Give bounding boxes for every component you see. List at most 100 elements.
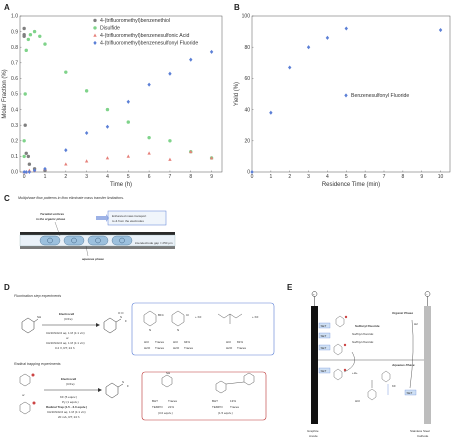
condition-2b: Py (1 equiv.) — [62, 400, 79, 404]
chart-a-ytick-label: 0.9 — [11, 29, 18, 35]
chart-a-point — [22, 154, 26, 159]
trap-bht-1: BHT — [152, 399, 158, 403]
chart-b-point — [344, 26, 348, 31]
chart-a-ytick-label: 0.2 — [11, 139, 18, 145]
chart-b-legend-marker — [344, 93, 348, 98]
anode-terminal-icon — [311, 291, 318, 297]
chart-b-point — [325, 35, 330, 40]
trap-tempo-1: TEMPO — [152, 405, 163, 409]
chart-a-legend-marker — [93, 40, 97, 45]
chart-a-point — [84, 130, 89, 136]
radical-trap-title: Radical trapping experiments — [14, 362, 61, 366]
sulfinyl-fluoride-species: Sulfinyl Fluoride — [352, 332, 374, 336]
chart-a-point — [43, 42, 47, 46]
trap-value-1b: 21% — [168, 405, 174, 409]
panel-letter-d: D — [4, 283, 10, 292]
chart-b-ytick-label: 60 — [244, 76, 250, 82]
chart-a-legend-entry: 4-(trifluoromethyl)benzenesulfonyl Fluor… — [100, 41, 198, 47]
chart-a-ytick-label: 0.6 — [11, 76, 18, 82]
chart-a-point — [209, 156, 214, 160]
svg-text:BF4: BF4 — [158, 313, 164, 317]
fluorination-results-box — [131, 302, 275, 356]
chart-b-ytick-label: 100 — [242, 14, 251, 20]
hcl-label-e: HCl — [355, 399, 360, 403]
chart-a-legend-marker — [93, 18, 97, 23]
set-label-3: SET — [321, 346, 327, 350]
trap-equiv-2: (1.5 equiv.) — [218, 411, 233, 415]
kf-label-2: + KF — [252, 315, 259, 319]
chart-a-point — [189, 57, 193, 62]
result-2b: H2O — [173, 346, 180, 350]
condition-2e: 20 mA, RT, 24 h — [58, 415, 80, 419]
electrocell-label-1b: (C/Fe) — [64, 317, 73, 321]
set-label-4: SET — [321, 369, 327, 373]
chart-b-xtick-label: 4 — [326, 174, 329, 180]
chart-b-xtick-label: 3 — [307, 174, 310, 180]
fluorination-title: Fluorination step experiments — [14, 294, 61, 298]
chart-a-xtick-label: 4 — [106, 174, 109, 180]
chart-b-point — [438, 28, 443, 33]
chart-a-point — [27, 169, 32, 175]
chart-a-ytick-label: 0.0 — [11, 170, 18, 176]
chart-a-point — [22, 169, 26, 175]
panel-letter-e: E — [287, 283, 293, 292]
chart-b-point — [288, 65, 292, 70]
chart-a-ytick-label: 0.4 — [11, 107, 18, 113]
chart-b-point — [250, 169, 254, 175]
steel-cathode — [424, 306, 431, 424]
chart-b-xtick-label: 5 — [345, 174, 348, 180]
steel-cathode-label: Stainless Steel — [410, 429, 430, 433]
graphite-anode-label-2: Anode — [309, 434, 318, 438]
condition-1c: CH3CN/HCl aq. 1 M (1:1 v/v) — [46, 341, 85, 345]
panel-letter-c: C — [4, 194, 10, 203]
chart-a-ytick-label: 0.5 — [11, 92, 18, 98]
electrocell-label-2: Electrocell — [61, 377, 76, 381]
chart-a-point — [105, 124, 110, 129]
chart-a-ytick-label: 0.8 — [11, 45, 18, 51]
sulfonyl-fluoride-product-2 — [105, 382, 124, 399]
chart-a-point — [168, 139, 172, 143]
chart-a-point — [84, 159, 89, 163]
chart-a-point — [147, 82, 151, 87]
result-1b: H2O — [144, 346, 151, 350]
sulfonyl-fluoride-species: Sulfonyl Fluoride — [355, 324, 380, 328]
h2-label: H2 — [414, 322, 418, 326]
chart-a-ytick-label: 1.0 — [11, 14, 18, 20]
chart-a-point — [26, 154, 31, 159]
trap-bht-2: BHT — [212, 399, 218, 403]
svg-text:SH: SH — [166, 371, 170, 375]
result-1c: Traces — [155, 340, 165, 344]
pyridinium-salts — [143, 310, 185, 327]
chart-a-legend-entry: 4-(trifluoromethyl)benzenethiol — [100, 18, 170, 24]
chart-a-point — [189, 149, 193, 154]
chart-a-point — [22, 139, 26, 143]
chart-a-point — [147, 151, 151, 155]
chart-a-point — [32, 168, 37, 173]
chart-a-point — [126, 99, 130, 104]
chart-b-ytick-label: 80 — [244, 45, 250, 51]
chart-a-xtick-label: 6 — [148, 174, 151, 180]
chart-a-legend-marker — [93, 26, 97, 30]
condition-1d: 0.2 V, RT, 24 h — [55, 346, 75, 350]
kf-label-1: + KF — [195, 315, 202, 319]
trap-value-2a: 13% — [230, 399, 236, 403]
chart-b-xtick-label: 10 — [438, 174, 444, 180]
chart-a-xtick-label: 7 — [169, 174, 172, 180]
chart-a-point — [147, 135, 151, 140]
chart-b-legend-entry: Benzenesulfonyl Fluoride — [351, 93, 409, 99]
set-label-5: SET — [407, 391, 413, 395]
sulfinyl-fluoride-species-2: Sulfinyl Fluoride — [352, 340, 374, 344]
chart-a-xtick-label: 9 — [210, 174, 213, 180]
electrocell-label-2b: (C/Fe) — [66, 382, 75, 386]
chart-a-point — [22, 26, 26, 31]
set-label-2: SET — [321, 334, 327, 338]
radical-substrates — [19, 373, 31, 415]
chart-a-legend-entry: 4-(trifluoromethyl)benzenesulfonic Acid — [100, 33, 189, 39]
chart-a-point — [27, 162, 32, 166]
result-1d: Traces — [155, 346, 165, 350]
chart-a-point — [24, 169, 28, 175]
steel-cathode-label-2: Cathode — [417, 434, 429, 438]
